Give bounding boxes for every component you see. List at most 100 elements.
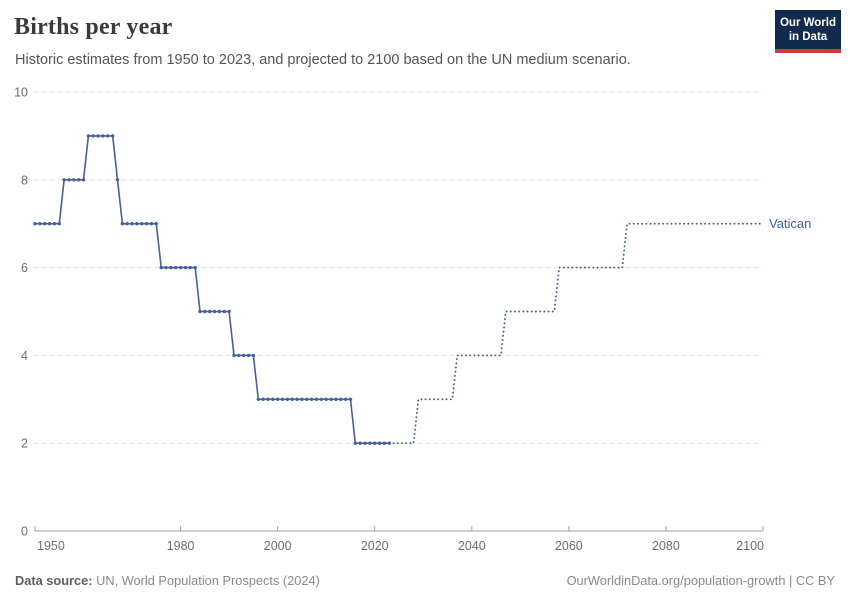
historic-point	[193, 265, 197, 270]
historic-point	[329, 397, 333, 401]
y-tick-label: 0	[21, 525, 28, 539]
historic-point	[280, 397, 285, 401]
historic-point	[91, 134, 95, 138]
projection-line	[388, 222, 764, 445]
y-tick-label: 8	[21, 173, 28, 187]
historic-point	[227, 309, 231, 314]
historic-point	[198, 309, 202, 314]
historic-point	[140, 222, 144, 226]
x-tick-label: 1980	[167, 539, 195, 553]
historic-point	[47, 222, 52, 226]
data-source: Data source: UN, World Population Prospe…	[15, 573, 320, 588]
historic-point	[334, 397, 338, 401]
historic-point	[373, 441, 377, 445]
historic-point	[353, 441, 357, 445]
x-tick-label: 2060	[555, 539, 583, 553]
historic-point	[339, 397, 343, 401]
historic-point	[86, 134, 91, 138]
historic-point	[178, 265, 183, 270]
historic-point	[271, 397, 275, 401]
historic-point	[96, 134, 100, 138]
historic-point	[135, 222, 139, 226]
x-tick-label: 2100	[736, 539, 764, 553]
historic-point	[242, 353, 246, 358]
historic-point	[115, 178, 120, 182]
x-tick-label: 1950	[37, 539, 65, 553]
historic-point	[319, 397, 323, 401]
historic-point	[125, 222, 129, 226]
historic-point	[232, 353, 236, 358]
historic-point	[67, 178, 71, 182]
historic-point	[188, 265, 192, 270]
historic-point	[309, 397, 314, 401]
historic-point	[52, 222, 57, 226]
historic-point	[368, 441, 372, 445]
data-source-value: UN, World Population Prospects (2024)	[96, 573, 320, 588]
historic-point	[266, 397, 270, 401]
historic-point	[77, 178, 81, 182]
x-tick-label: 2020	[361, 539, 389, 553]
historic-point	[285, 397, 290, 401]
historic-point	[305, 397, 309, 401]
historic-point	[358, 441, 362, 445]
historic-point	[159, 265, 163, 270]
historic-point	[33, 222, 37, 226]
x-tick-label: 2080	[652, 539, 680, 553]
historic-point	[81, 178, 86, 182]
owid-logo-line2: in Data	[788, 31, 828, 43]
historic-point	[324, 397, 328, 401]
historic-point	[149, 222, 154, 226]
historic-point	[387, 441, 391, 445]
historic-point	[290, 397, 294, 401]
page-title: Births per year	[14, 14, 173, 40]
historic-point	[154, 222, 158, 226]
historic-point	[111, 134, 115, 138]
historic-point	[217, 309, 222, 314]
owid-logo-line1: Our World	[779, 17, 836, 29]
historic-point	[120, 222, 125, 226]
historic-point	[203, 309, 207, 314]
license-link[interactable]: OurWorldinData.org/population-growth | C…	[566, 573, 835, 588]
historic-point	[183, 265, 188, 270]
historic-point	[348, 397, 353, 401]
historic-point	[57, 222, 61, 226]
owid-logo[interactable]: Our World in Data	[775, 10, 841, 53]
historic-point	[382, 441, 387, 445]
historic-point	[276, 397, 280, 401]
historic-point	[169, 265, 173, 270]
x-tick-label: 2000	[264, 539, 292, 553]
historic-line	[35, 135, 390, 444]
historic-point	[38, 222, 42, 226]
historic-point	[101, 134, 105, 138]
historic-point	[174, 265, 178, 270]
y-tick-label: 10	[14, 86, 28, 100]
historic-point	[43, 222, 47, 226]
historic-point	[212, 309, 217, 314]
historic-point	[377, 441, 382, 445]
chart-subtitle: Historic estimates from 1950 to 2023, an…	[15, 52, 631, 68]
y-tick-label: 4	[21, 349, 28, 363]
y-tick-label: 6	[21, 261, 28, 275]
historic-point	[222, 309, 226, 314]
historic-point	[208, 309, 212, 314]
historic-point	[130, 222, 134, 226]
historic-point	[300, 397, 304, 401]
series-label-vatican[interactable]: Vatican	[769, 216, 812, 231]
historic-point	[343, 397, 348, 401]
historic-point	[237, 353, 241, 358]
historic-point	[62, 178, 66, 182]
historic-point	[295, 397, 299, 401]
historic-point	[256, 397, 260, 401]
historic-point	[246, 353, 251, 358]
x-tick-label: 2040	[458, 539, 486, 553]
historic-point	[106, 134, 110, 138]
historic-point	[144, 222, 149, 226]
historic-point	[72, 178, 76, 182]
historic-point	[363, 441, 367, 445]
y-tick-label: 2	[21, 437, 28, 451]
historic-point	[261, 397, 265, 401]
historic-point	[314, 397, 319, 401]
chart-footer: Data source: UN, World Population Prospe…	[15, 573, 835, 588]
